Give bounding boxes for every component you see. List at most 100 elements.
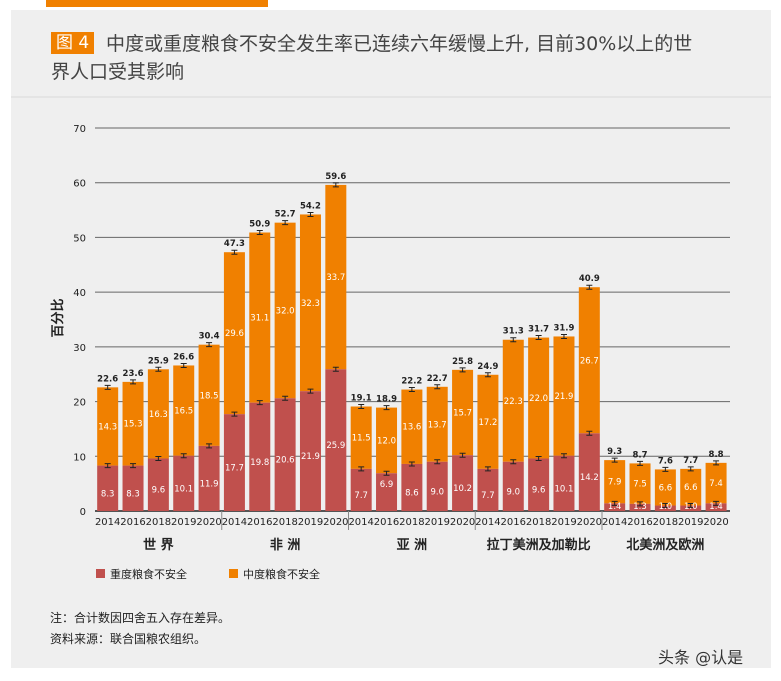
bar-severe xyxy=(97,465,119,511)
label-severe: 7.7 xyxy=(354,491,368,501)
group-label: 北美洲及欧洲 xyxy=(626,537,704,553)
label-severe: 1.4 xyxy=(608,502,622,512)
error-bar xyxy=(282,395,289,401)
label-total: 19.1 xyxy=(351,393,372,403)
x-tick-label: 2018 xyxy=(399,517,424,528)
bar-moderate xyxy=(122,381,144,466)
label-moderate: 21.9 xyxy=(555,392,574,402)
error-bar xyxy=(180,453,187,459)
x-tick-label: 2016 xyxy=(374,517,399,528)
x-tick-label: 2019 xyxy=(424,517,449,528)
label-severe: 1.0 xyxy=(684,502,698,512)
bar-severe xyxy=(578,433,600,511)
label-severe: 25.9 xyxy=(326,441,345,451)
bar-severe xyxy=(325,369,347,511)
legend-label-moderate: 中度粮食不安全 xyxy=(243,567,320,581)
bar-severe xyxy=(376,473,398,511)
y-tick-label: 40 xyxy=(73,288,86,299)
bar-severe xyxy=(198,445,220,511)
label-total: 9.3 xyxy=(607,447,622,457)
y-tick-label: 50 xyxy=(73,233,86,244)
x-tick-label: 2020 xyxy=(196,517,221,528)
y-tick-label: 10 xyxy=(73,452,86,463)
label-severe: 9.6 xyxy=(532,486,546,496)
bar-severe xyxy=(299,391,321,511)
error-bar xyxy=(535,455,542,461)
legend-label-severe: 重度粮食不安全 xyxy=(110,567,187,581)
error-bar xyxy=(560,453,567,459)
label-severe: 20.6 xyxy=(276,456,295,466)
x-tick-label: 2014 xyxy=(222,517,247,528)
error-bar xyxy=(358,403,365,409)
label-moderate: 17.2 xyxy=(478,418,497,428)
x-tick-label: 2020 xyxy=(577,517,602,528)
label-severe: 8.3 xyxy=(126,489,140,499)
bar-severe xyxy=(452,455,474,511)
error-bar xyxy=(130,463,137,469)
bar-moderate xyxy=(274,222,296,399)
label-severe: 1.3 xyxy=(633,502,647,512)
error-bar xyxy=(408,461,415,467)
error-bar xyxy=(130,379,137,385)
x-tick-label: 2018 xyxy=(146,517,171,528)
x-tick-label: 2019 xyxy=(171,517,196,528)
error-bar xyxy=(155,366,162,372)
error-bar xyxy=(687,503,694,509)
error-bar xyxy=(358,466,365,472)
label-severe: 11.9 xyxy=(200,479,219,489)
top-accent-bar xyxy=(46,0,268,7)
error-bar xyxy=(586,430,593,436)
error-bar xyxy=(104,463,111,469)
label-moderate: 22.0 xyxy=(529,394,548,404)
label-moderate: 7.4 xyxy=(709,479,723,489)
label-moderate: 18.5 xyxy=(200,391,219,401)
label-moderate: 11.5 xyxy=(352,434,371,444)
bar-severe xyxy=(122,465,144,511)
label-severe: 17.7 xyxy=(225,464,244,474)
label-severe: 10.1 xyxy=(555,484,574,494)
label-total: 52.7 xyxy=(275,210,296,220)
bar-moderate xyxy=(350,406,372,469)
label-total: 30.4 xyxy=(199,332,220,342)
group-label: 亚 洲 xyxy=(397,538,428,553)
group-label: 非 洲 xyxy=(270,537,301,553)
label-severe: 9.0 xyxy=(507,487,521,497)
x-tick-label: 2014 xyxy=(475,517,500,528)
label-moderate: 16.3 xyxy=(149,410,168,420)
figure-title: 中度或重度粮食不安全发生率已连续六年缓慢上升, 目前30%以上的世 xyxy=(106,33,693,55)
x-tick-label: 2018 xyxy=(653,517,678,528)
figure-title-line2: 界人口受其影响 xyxy=(51,61,185,83)
label-moderate: 22.3 xyxy=(504,397,523,407)
label-moderate: 32.3 xyxy=(301,299,320,309)
label-moderate: 33.7 xyxy=(326,273,345,283)
label-moderate: 31.1 xyxy=(250,314,269,324)
error-bar xyxy=(560,333,567,339)
x-tick-label: 2014 xyxy=(602,517,627,528)
label-total: 25.8 xyxy=(452,357,473,367)
figure-header xyxy=(11,10,771,98)
x-tick-label: 2020 xyxy=(323,517,348,528)
bar-moderate xyxy=(426,386,448,462)
label-severe: 9.6 xyxy=(152,486,166,496)
x-tick-label: 2016 xyxy=(247,517,272,528)
label-moderate: 14.3 xyxy=(98,422,117,432)
label-total: 22.7 xyxy=(427,374,448,384)
label-total: 7.7 xyxy=(683,456,698,466)
x-tick-label: 2016 xyxy=(627,517,652,528)
error-bar xyxy=(332,366,339,372)
bar-severe xyxy=(426,461,448,511)
error-bar xyxy=(307,388,314,394)
label-moderate: 13.6 xyxy=(402,423,421,433)
bar-severe xyxy=(147,458,169,511)
label-total: 47.3 xyxy=(224,239,245,249)
notes: 注：合计数因四舍五入存在差异。 资料来源：联合国粮农组织。 xyxy=(50,608,230,650)
bar-moderate xyxy=(528,337,550,459)
label-moderate: 13.7 xyxy=(428,420,447,430)
error-bar xyxy=(713,500,720,506)
label-moderate: 6.6 xyxy=(684,483,698,493)
error-bar xyxy=(180,362,187,368)
error-bar xyxy=(434,459,441,465)
error-bar xyxy=(332,182,339,188)
note-source: 资料来源：联合国粮农组织。 xyxy=(50,632,207,646)
bar-severe xyxy=(604,503,626,511)
